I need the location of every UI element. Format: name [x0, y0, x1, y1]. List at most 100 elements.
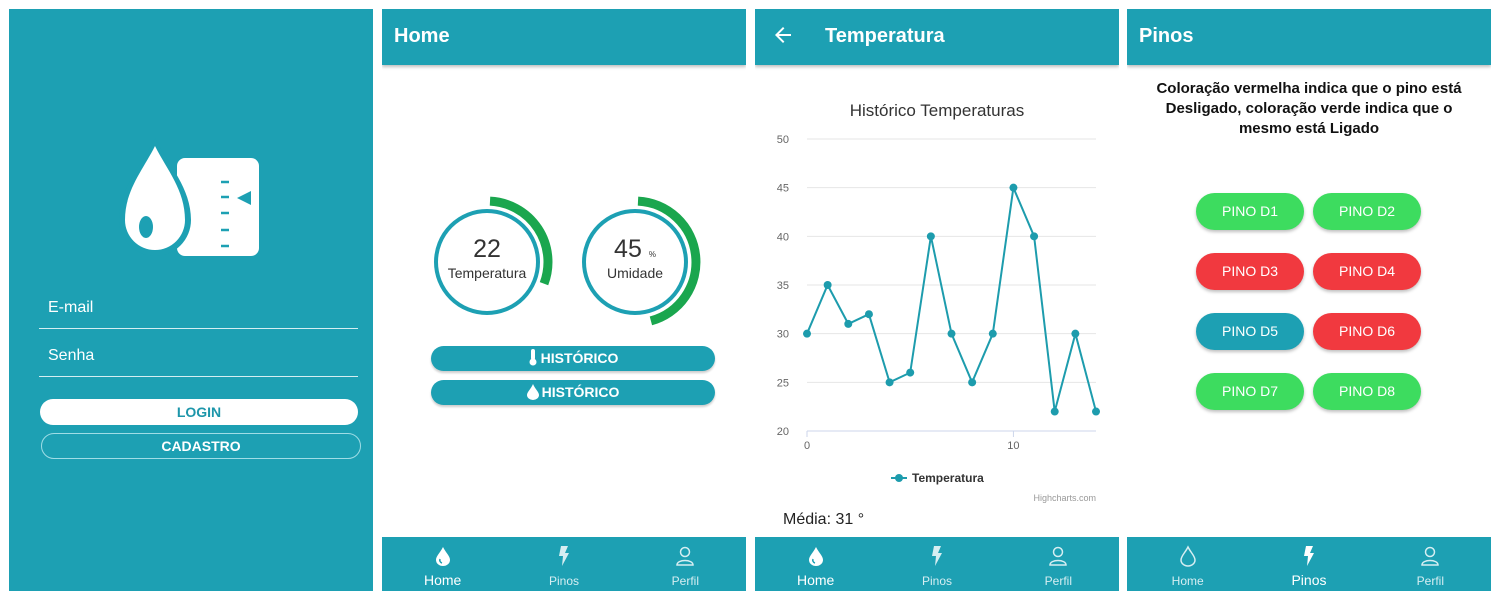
- pin-button[interactable]: PINO D4: [1313, 253, 1421, 290]
- arrow-back-icon[interactable]: [771, 23, 795, 47]
- pins-info-text: Coloração vermelha indica que o pino est…: [1141, 79, 1477, 139]
- humidity-level-arc: [637, 196, 701, 326]
- data-point: [926, 232, 935, 241]
- temperature-level-arc: [489, 196, 553, 286]
- nav-home-label: Home: [796, 572, 835, 588]
- data-point: [988, 329, 997, 338]
- pins-screen: Pinos Coloração vermelha indica que o pi…: [1127, 9, 1491, 591]
- y-tick-label: 35: [777, 280, 789, 292]
- info-line-1: Coloração vermelha indica que o pino est…: [1156, 80, 1462, 97]
- data-point: [1092, 407, 1100, 416]
- data-point: [968, 378, 977, 387]
- humidity-unit: %: [648, 250, 656, 259]
- lightning-icon: [931, 546, 942, 566]
- pin-button[interactable]: PINO D6: [1313, 313, 1421, 350]
- nav-profile-label: Perfil: [1416, 574, 1444, 588]
- temperature-screen: Temperatura Histórico Temperaturas 20 25 30…: [755, 9, 1119, 591]
- nav-pins[interactable]: Pinos: [503, 537, 624, 591]
- nav-pins[interactable]: Pinos: [1248, 537, 1369, 591]
- nav-pins[interactable]: Pinos: [876, 537, 997, 591]
- info-line-2: , coloração verde indica que o: [1237, 100, 1453, 117]
- pin-button[interactable]: PINO D2: [1313, 193, 1421, 230]
- data-point: [844, 319, 853, 328]
- register-button[interactable]: CADASTRO: [41, 433, 361, 459]
- nav-pins-label: Pinos: [1291, 572, 1327, 588]
- y-tick-label: 50: [777, 134, 789, 146]
- lightning-icon: [1303, 546, 1314, 566]
- nav-pins-label: Pinos: [548, 574, 579, 588]
- series-line: [806, 184, 1097, 412]
- temperature-value: 22: [473, 235, 501, 263]
- water-level-logo-icon: [119, 138, 259, 256]
- info-on-word: Ligado: [1329, 120, 1380, 137]
- nav-home[interactable]: Home: [1127, 537, 1248, 591]
- humidity-label: Umidade: [606, 265, 664, 281]
- pin-button[interactable]: PINO D7: [1196, 373, 1304, 410]
- y-tick-label: 40: [777, 231, 789, 243]
- temperature-history-button[interactable]: HISTÓRICO: [431, 346, 715, 371]
- person-icon: [676, 546, 695, 566]
- data-point: [803, 329, 811, 338]
- temperature-label: Temperatura: [447, 265, 527, 281]
- temperature-history-chart: Histórico Temperaturas 20 25 30 35 40 45 50 0 10 T…: [777, 101, 1100, 503]
- nav-profile[interactable]: Perfil: [1370, 537, 1491, 591]
- nav-profile-label: Perfil: [671, 574, 699, 588]
- nav-profile-label: Perfil: [1044, 574, 1072, 588]
- humidity-value-wrap: 45 %: [570, 235, 700, 264]
- chart-credits: Highcharts.com: [1033, 493, 1096, 503]
- email-placeholder: E-mail: [48, 299, 94, 316]
- app-bar: Home: [382, 9, 746, 65]
- temperature-history-label: HISTÓRICO: [540, 350, 619, 366]
- humidity-history-button[interactable]: HISTÓRICO: [431, 380, 715, 405]
- info-line-3: mesmo está: [1238, 120, 1330, 137]
- legend-marker: [895, 474, 903, 482]
- data-point: [947, 329, 956, 338]
- pin-button[interactable]: PINO D5: [1196, 313, 1304, 350]
- page-title: Temperatura: [825, 25, 945, 47]
- home-screen: Home 22 Temperatura 45 % Umidade HISTÓRI…: [382, 9, 746, 591]
- nav-home-label: Home: [423, 572, 462, 588]
- data-point: [1071, 329, 1080, 338]
- pin-button[interactable]: PINO D8: [1313, 373, 1421, 410]
- password-field[interactable]: Senha: [39, 337, 358, 377]
- water-drop-icon: [808, 547, 823, 566]
- login-button[interactable]: LOGIN: [40, 399, 358, 425]
- thermometer-icon: [529, 349, 537, 366]
- bottom-navigation: Home Pinos Perfil: [755, 537, 1119, 591]
- nav-profile[interactable]: Perfil: [625, 537, 746, 591]
- data-point: [885, 378, 894, 387]
- nav-home-label: Home: [1171, 574, 1204, 588]
- data-point: [1009, 183, 1018, 192]
- humidity-value: 45: [614, 235, 642, 263]
- water-drop-icon: [526, 384, 539, 400]
- y-tick-label: 45: [777, 183, 789, 195]
- pin-button[interactable]: PINO D3: [1196, 253, 1304, 290]
- person-icon: [1421, 546, 1440, 566]
- nav-home[interactable]: Home: [382, 537, 503, 591]
- x-tick-label: 10: [1007, 440, 1019, 452]
- water-drop-icon: [1179, 545, 1196, 567]
- bottom-navigation: Home Pinos Perfil: [382, 537, 746, 591]
- data-point: [906, 368, 915, 377]
- y-tick-label: 25: [777, 377, 789, 389]
- pin-button[interactable]: PINO D1: [1196, 193, 1304, 230]
- page-title: Home: [394, 25, 450, 47]
- nav-home[interactable]: Home: [755, 537, 876, 591]
- temperature-gauge: 22 Temperatura: [430, 195, 560, 325]
- y-tick-label: 30: [777, 329, 789, 341]
- app-bar: Pinos: [1127, 9, 1491, 65]
- nav-pins-label: Pinos: [921, 574, 952, 588]
- nav-profile[interactable]: Perfil: [998, 537, 1119, 591]
- email-field[interactable]: E-mail: [39, 289, 358, 329]
- data-point: [1050, 407, 1059, 416]
- person-icon: [1049, 546, 1068, 566]
- y-tick-label: 20: [777, 426, 789, 438]
- data-point: [864, 310, 873, 319]
- humidity-gauge: 45 % Umidade: [578, 195, 708, 345]
- data-point: [823, 281, 832, 289]
- login-screen: E-mail Senha LOGIN CADASTRO: [9, 9, 373, 591]
- bottom-navigation: Home Pinos Perfil: [1127, 537, 1491, 591]
- legend-label: Temperatura: [912, 471, 984, 485]
- water-drop-icon: [435, 547, 450, 566]
- x-tick-label: 0: [804, 440, 810, 452]
